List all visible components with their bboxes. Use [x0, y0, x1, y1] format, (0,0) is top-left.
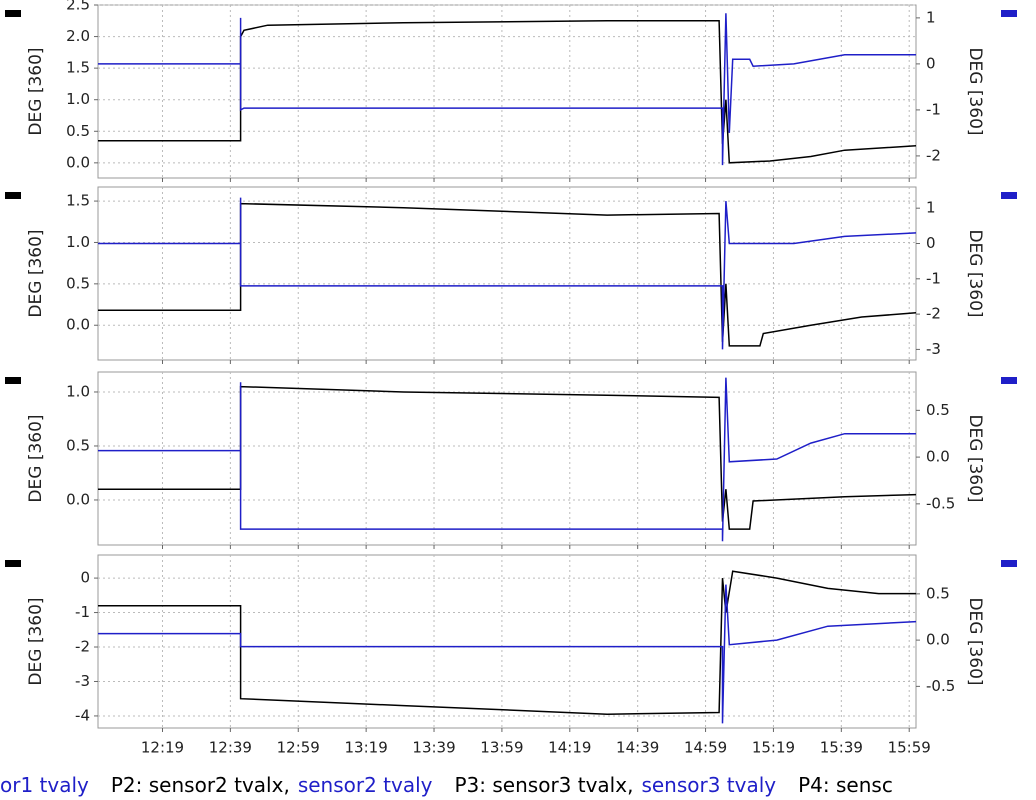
line-series [98, 202, 917, 347]
y2-tick-label: -2 [926, 146, 941, 164]
y-tick-label: 0 [80, 569, 90, 587]
y-tick-label: 0.5 [66, 436, 90, 454]
y-tick-label: -4 [75, 706, 90, 724]
x-tick-label: 14:39 [616, 739, 659, 757]
y2-tick-label: -0.5 [926, 494, 955, 512]
x-tick-label: 15:39 [820, 739, 863, 757]
y2-tick-label: 0 [926, 234, 936, 252]
y-tick-label: 2.0 [66, 27, 90, 45]
y-axis-title: DEG [360] [26, 229, 46, 317]
y-tick-label: -3 [75, 672, 90, 690]
y2-tick-label: 0 [926, 54, 936, 72]
x-tick-label: 12:59 [277, 739, 320, 757]
legend-text: P3: sensor3 tvalx, [454, 773, 634, 797]
plot-area [97, 554, 917, 729]
y2-tick-label: -0.5 [926, 677, 955, 695]
line-series [98, 20, 917, 164]
y-tick-label: 0.5 [66, 122, 90, 140]
y2-axis-title: DEG [360] [965, 597, 985, 685]
y-axis-title: DEG [360] [26, 597, 46, 685]
y-tick-label: 0.0 [66, 153, 90, 171]
series-marker [5, 10, 21, 17]
y2-tick-label: 0.0 [926, 448, 950, 466]
y2-tick-label: -1 [926, 100, 941, 118]
legend-text: sensor3 tvaly [641, 773, 777, 797]
series-marker [1001, 10, 1017, 17]
y-tick-label: 2.5 [66, 0, 90, 14]
legend-strip: or1 tvaly P2: sensor2 tvalx, sensor2 tvaly… [0, 770, 1036, 800]
x-tick-label: 13:39 [412, 739, 455, 757]
line-series [98, 377, 916, 542]
legend-text: sensor2 tvaly [297, 773, 433, 797]
series-marker [5, 192, 21, 199]
y-tick-label: 0.0 [66, 490, 90, 508]
series-marker [1001, 377, 1017, 384]
x-tick-label: 14:59 [684, 739, 727, 757]
x-tick-label: 15:59 [888, 739, 931, 757]
y2-tick-label: -1 [926, 269, 941, 287]
line-series [98, 13, 916, 166]
x-tick-label: 15:19 [752, 739, 795, 757]
y2-tick-label: 0.0 [926, 631, 950, 649]
y-tick-label: 0.5 [66, 274, 90, 292]
y-tick-label: 0.0 [66, 316, 90, 334]
plot-area [97, 186, 917, 361]
y-tick-label: -2 [75, 638, 90, 656]
y-tick-label: 1.5 [66, 59, 90, 77]
series-marker [5, 377, 21, 384]
y2-axis-title: DEG [360] [965, 47, 985, 135]
y2-tick-label: -2 [926, 305, 941, 323]
line-series [98, 197, 917, 350]
series-marker [1001, 192, 1017, 199]
x-tick-label: 12:39 [209, 739, 252, 757]
plot-area [97, 4, 917, 179]
y2-tick-label: 1 [926, 199, 936, 217]
line-series [98, 584, 917, 724]
y2-axis-title: DEG [360] [965, 414, 985, 502]
y-tick-label: 1.0 [66, 382, 90, 400]
plot-area [97, 371, 917, 546]
legend-text: P2: sensor2 tvalx, [110, 773, 290, 797]
y-tick-label: 1.0 [66, 90, 90, 108]
x-tick-label: 13:59 [480, 739, 523, 757]
y-axis-title: DEG [360] [26, 47, 46, 135]
y2-tick-label: 0.5 [926, 584, 950, 602]
y2-tick-label: -3 [926, 340, 941, 358]
legend-text: P4: sensc [798, 773, 893, 797]
series-marker [5, 560, 21, 567]
x-tick-label: 13:19 [345, 739, 388, 757]
x-tick-label: 14:19 [548, 739, 591, 757]
y-tick-label: 1.5 [66, 192, 90, 210]
x-tick-label: 12:19 [141, 739, 184, 757]
y2-axis-title: DEG [360] [965, 229, 985, 317]
series-marker [1001, 560, 1017, 567]
chart: 0.0 0.5 1.0 1.5 2.0 2.5 -2 -1 0 1 DEG [360] DEG [36… [5, 0, 1017, 757]
line-series [98, 570, 916, 715]
y-axis-title: DEG [360] [26, 414, 46, 502]
y-tick-label: -1 [75, 603, 90, 621]
y2-tick-label: 0.5 [926, 401, 950, 419]
y-tick-label: 1.0 [66, 233, 90, 251]
y2-tick-label: 1 [926, 8, 936, 26]
legend-text: or1 tvaly [0, 773, 89, 797]
